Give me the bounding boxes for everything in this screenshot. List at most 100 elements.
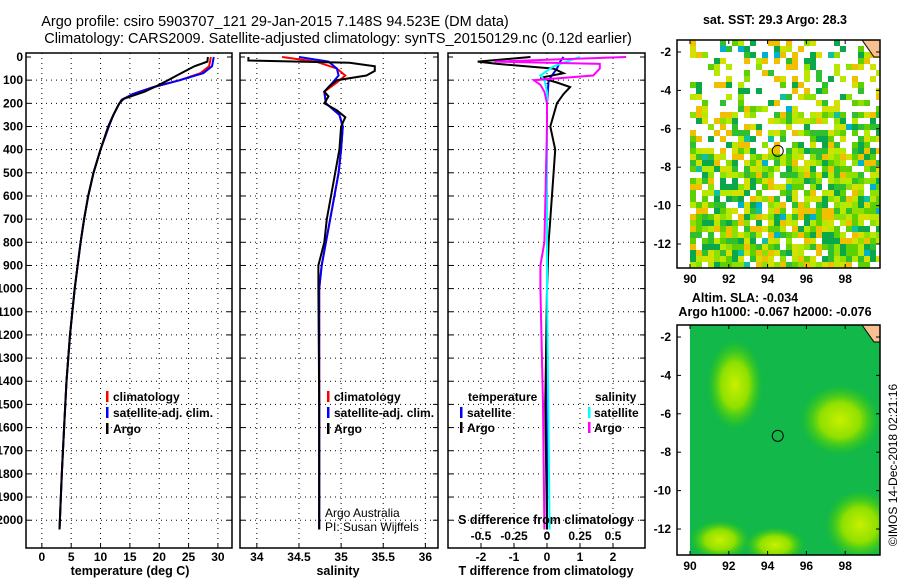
sst-pixel [744,52,750,58]
sst-pixel [852,232,858,238]
sst-pixel [798,142,804,148]
sst-pixel [828,196,834,202]
sst-pixel [780,118,786,124]
sst-pixel [768,220,774,226]
sst-pixel [822,166,828,172]
sst-pixel [762,196,768,202]
sst-pixel [702,256,708,262]
sst-pixel [876,208,880,214]
sst-pixel [804,220,810,226]
sst-pixel [828,190,834,196]
sst-pixel [768,184,774,190]
sst-pixel [846,64,852,70]
sst-pixel [822,172,828,178]
sst-pixel [828,256,834,262]
sst-pixel [720,190,726,196]
sst-pixel [852,124,858,130]
sst-pixel [834,70,840,76]
annotation-pi: PI: Susan Wijffels [325,520,419,534]
sst-pixel [840,154,846,160]
sst-pixel [846,166,852,172]
sst-pixel [792,160,798,166]
sst-pixel [744,184,750,190]
sst-pixel [828,184,834,190]
sst-pixel [696,226,702,232]
sst-pixel [738,232,744,238]
sst-pixel [864,148,870,154]
sst-pixel [834,172,840,178]
sst-pixel [738,88,744,94]
sst-pixel [810,244,816,250]
sst-pixel [834,256,840,262]
sst-pixel [816,220,822,226]
sst-pixel [726,190,732,196]
sst-pixel [762,244,768,250]
sst-pixel [696,262,702,268]
sst-pixel [726,160,732,166]
depth-tick-label: 1900 [0,490,23,504]
depth-tick-label: 1400 [0,374,23,388]
sst-pixel [870,196,876,202]
sst-pixel [750,208,756,214]
sst-pixel [780,214,786,220]
sst-pixel [774,160,780,166]
sst-pixel [840,94,846,100]
sst-pixel [738,184,744,190]
sst-pixel [834,208,840,214]
sst-pixel [708,238,714,244]
sst-pixel [858,136,864,142]
sst-pixel [810,130,816,136]
sst-pixel [804,70,810,76]
sst-pixel [732,256,738,262]
sst-pixel [876,172,880,178]
sst-pixel [744,214,750,220]
sst-pixel [762,58,768,64]
sst-pixel [792,52,798,58]
sst-pixel [792,106,798,112]
sst-pixel [870,244,876,250]
sst-pixel [774,196,780,202]
sst-pixel [726,196,732,202]
sst-pixel [720,58,726,64]
sst-pixel [828,262,834,268]
sst-pixel [792,250,798,256]
sst-pixel [708,220,714,226]
sst-pixel [852,160,858,166]
sst-pixel [690,94,696,100]
sst-pixel [840,220,846,226]
sst-pixel [774,118,780,124]
sst-pixel [792,226,798,232]
sst-pixel [774,232,780,238]
sst-pixel [810,172,816,178]
sst-pixel [762,106,768,112]
sst-pixel [726,112,732,118]
sst-pixel [780,82,786,88]
sst-pixel [828,160,834,166]
x-tick-label: 0 [544,550,551,564]
sst-pixel [804,172,810,178]
legend-label: satellite [594,406,639,420]
sst-pixel [696,106,702,112]
sst-pixel [720,256,726,262]
sst-pixel [690,40,696,46]
sst-pixel [696,148,702,154]
sst-pixel [816,154,822,160]
sst-pixel [780,250,786,256]
sst-pixel [840,244,846,250]
sst-pixel [840,262,846,268]
sst-pixel [810,196,816,202]
sst-pixel [726,118,732,124]
sst-pixel [696,112,702,118]
sst-pixel [858,220,864,226]
sst-pixel [810,208,816,214]
sst-pixel [786,58,792,64]
sst-pixel [858,178,864,184]
sst-pixel [840,232,846,238]
sst-pixel [690,46,696,52]
sst-pixel [876,202,880,208]
sst-pixel [834,196,840,202]
sst-pixel [792,232,798,238]
sst-pixel [846,220,852,226]
sst-pixel [864,202,870,208]
sst-pixel [714,130,720,136]
